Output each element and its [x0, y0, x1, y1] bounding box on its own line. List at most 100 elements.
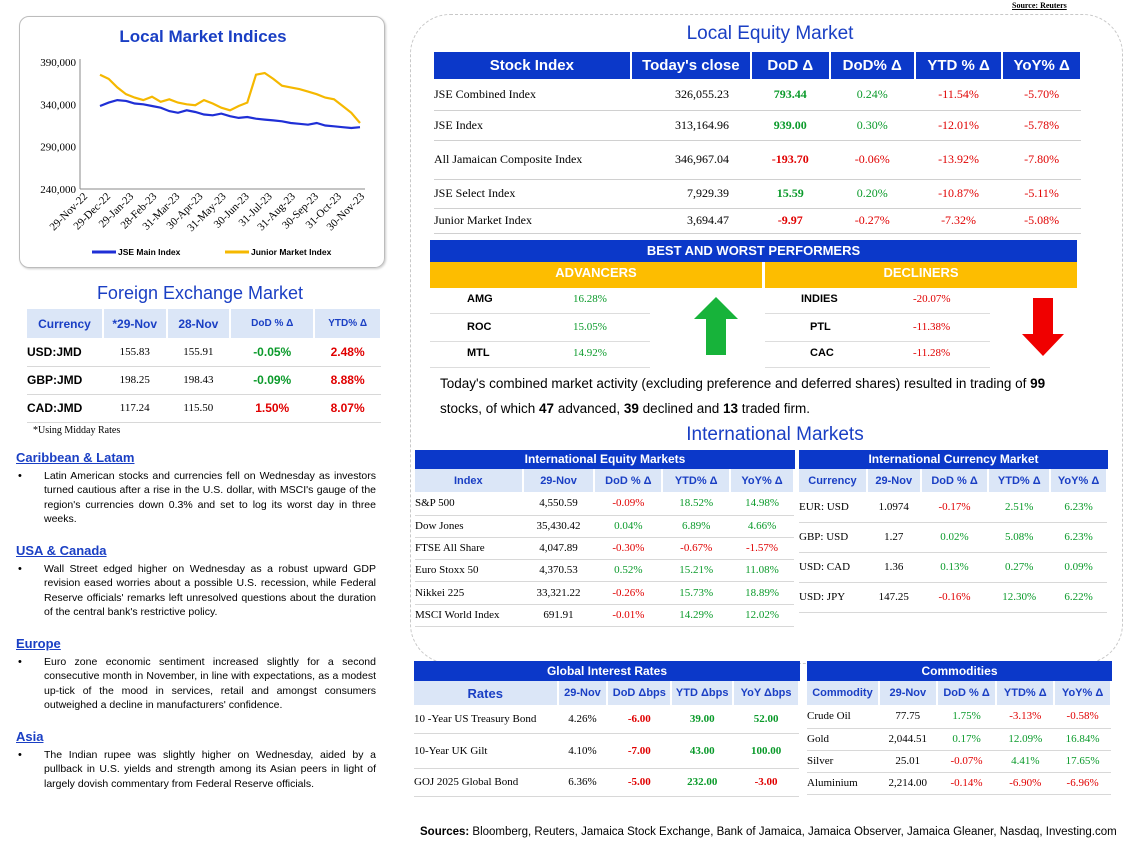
fx-header-cell: Currency [27, 309, 104, 338]
news-heading: Asia [16, 729, 44, 744]
decliner-row: PTL -11.38% [765, 318, 990, 342]
intl-equity-yoy: 18.89% [745, 586, 780, 599]
intl-equity-ytd: 15.21% [679, 564, 714, 576]
intl-equity-ytd: 6.89% [681, 520, 711, 532]
fx-table: Currency *29-Nov 28-Nov DoD % Δ YTD% Δ USD:J… [27, 309, 382, 423]
intl-equity-dod: -0.30% [612, 542, 645, 554]
market-summary: Today's combined market activity (exclud… [440, 376, 1046, 416]
chart-panel: Local Market Indices 390,000 340,000 290,0… [19, 16, 385, 268]
rates-header-cell: DoD Δbps [607, 681, 673, 705]
commodity-dod: -0.14% [950, 777, 983, 789]
intl-equity-row: MSCI World Index 691.91 -0.01% 14.29% 12.02% [415, 604, 794, 626]
rates-ytd: 43.00 [689, 744, 715, 757]
fx-title: Foreign Exchange Market [96, 283, 304, 303]
equity-header-cell: DoD Δ [750, 52, 831, 79]
intl-equity-yoy: 11.08% [745, 564, 779, 576]
footer-sources: Sources: Bloomberg, Reuters, Jamaica Sto… [420, 826, 1117, 838]
fx-dod: -0.05% [253, 344, 292, 359]
commodity-row: Crude Oil 77.75 1.75% -3.13% -0.58% [807, 705, 1111, 728]
commodity-yoy: -6.96% [1066, 777, 1099, 789]
equity-index-name: JSE Combined Index [434, 86, 536, 101]
fx-currency: GBP:JMD [27, 373, 83, 387]
commodity-value: 77.75 [895, 710, 921, 723]
intl-equity-dod: -0.09% [612, 497, 645, 510]
down-arrow-icon [1022, 298, 1064, 356]
commodity-value: 2,044.51 [888, 733, 928, 745]
equity-row: Junior Market Index 3,694.47 -9.97 -0.27% -7… [434, 208, 1081, 233]
commodity-yoy: -0.58% [1066, 710, 1099, 723]
intl-currency-yoy: 6.22% [1064, 591, 1093, 603]
advancers-header: ADVANCERS [430, 262, 762, 288]
intl-currency-row: USD: JPY 147.25 -0.16% 12.30% 6.22% [799, 582, 1107, 612]
rates-table: Rates 29-Nov DoD Δbps YTD Δbps YoY Δbps 10 -Y… [414, 681, 800, 797]
advancer-symbol: MTL [467, 347, 490, 359]
commodities-table: Commodity 29-Nov DoD % Δ YTD% Δ YoY% Δ Crude … [807, 681, 1112, 795]
intl-currency-name: EUR: USD [799, 500, 849, 513]
equity-dod: -193.70 [771, 152, 809, 166]
commodity-row: Gold 2,044.51 0.17% 12.09% 16.84% [807, 728, 1111, 750]
intl-currency-value: 1.0974 [878, 500, 909, 513]
advancer-change: 16.28% [573, 293, 607, 305]
commodity-name: Silver [807, 755, 834, 767]
fx-header-cell: DoD % Δ [230, 309, 316, 338]
equity-table: Stock Index Today's close DoD Δ DoD% Δ YTD %… [434, 52, 1082, 234]
fx-row: CAD:JMD 117.24 115.50 1.50% 8.07% [27, 394, 381, 422]
news-text: Latin American stocks and currencies fel… [16, 469, 376, 527]
legend-label: JSE Main Index [118, 247, 181, 257]
legend-label: Junior Market Index [251, 247, 332, 257]
commodity-name: Gold [807, 733, 829, 745]
advancer-row: MTL 14.92% [430, 344, 650, 368]
y-tick-label: 240,000 [40, 184, 76, 196]
commodity-header-cell: YoY% Δ [1054, 681, 1112, 705]
intl-equity-title: International Equity Markets [415, 450, 795, 469]
fx-currency: USD:JMD [27, 344, 82, 359]
news-heading: Caribbean & Latam [16, 450, 135, 465]
intl-equity-header-cell: YTD% Δ [662, 469, 732, 492]
fx-note: *Using Midday Rates [33, 425, 121, 436]
equity-ytd: -13.92% [938, 152, 980, 166]
intl-equity-row: Nikkei 225 33,321.22 -0.26% 15.73% 18.89% [415, 581, 794, 604]
equity-yoy: -5.70% [1024, 86, 1060, 101]
news-section: USA & Canada Wall Street edged higher on … [16, 543, 376, 620]
rates-value: 4.10% [568, 744, 597, 757]
intl-currency-yoy: 0.09% [1064, 561, 1093, 573]
intl-currency-yoy: 6.23% [1064, 500, 1093, 513]
equity-header-cell: YoY% Δ [1002, 52, 1082, 79]
rates-value: 6.36% [568, 776, 597, 788]
intl-equity-name: Euro Stoxx 50 [415, 564, 479, 576]
rates-header-cell: YTD Δbps [671, 681, 735, 705]
intl-equity-dod: -0.26% [612, 586, 645, 599]
fx-row: USD:JMD 155.83 155.91 -0.05% 2.48% [27, 338, 381, 366]
intl-currency-dod: 0.02% [940, 531, 969, 543]
commodity-ytd: -3.13% [1009, 710, 1042, 723]
equity-dod: -9.97 [777, 213, 803, 227]
fx-ytd: 8.07% [330, 401, 365, 415]
commodity-value: 25.01 [895, 755, 921, 767]
equity-dodp: -0.27% [854, 213, 890, 227]
equity-ytd: -11.54% [938, 86, 979, 101]
decliner-symbol: CAC [810, 347, 834, 359]
equity-close: 346,967.04 [674, 152, 729, 166]
intl-equity-ytd: 14.29% [679, 609, 714, 621]
decliner-row: INDIES -20.07% [765, 290, 990, 314]
intl-currency-row: EUR: USD 1.0974 -0.17% 2.51% 6.23% [799, 492, 1107, 522]
intl-equity-dod: 0.52% [614, 564, 643, 576]
intl-currency-header-cell: 29-Nov [866, 469, 922, 492]
intl-equity-yoy: 4.66% [747, 520, 777, 532]
equity-header-cell: DoD% Δ [829, 52, 916, 79]
equity-close: 3,694.47 [686, 213, 729, 227]
intl-currency-ytd: 12.30% [1002, 591, 1037, 603]
intl-equity-ytd: 18.52% [679, 497, 714, 510]
commodity-value: 2,214.00 [888, 777, 928, 789]
news-section: Asia The Indian rupee was slightly higher… [16, 729, 376, 791]
intl-currency-header-cell: YoY% Δ [1050, 469, 1108, 492]
equity-dod: 793.44 [773, 86, 807, 101]
decliner-symbol: INDIES [801, 293, 838, 305]
rates-header-cell: 29-Nov [557, 681, 609, 705]
advancer-symbol: ROC [467, 321, 492, 333]
equity-yoy: -7.80% [1024, 152, 1060, 166]
news-text: The Indian rupee was slightly higher on … [16, 748, 376, 791]
fx-header-cell: *29-Nov [102, 309, 168, 338]
intl-equity-value: 4,047.89 [539, 542, 578, 554]
rates-value: 4.26% [568, 712, 597, 725]
